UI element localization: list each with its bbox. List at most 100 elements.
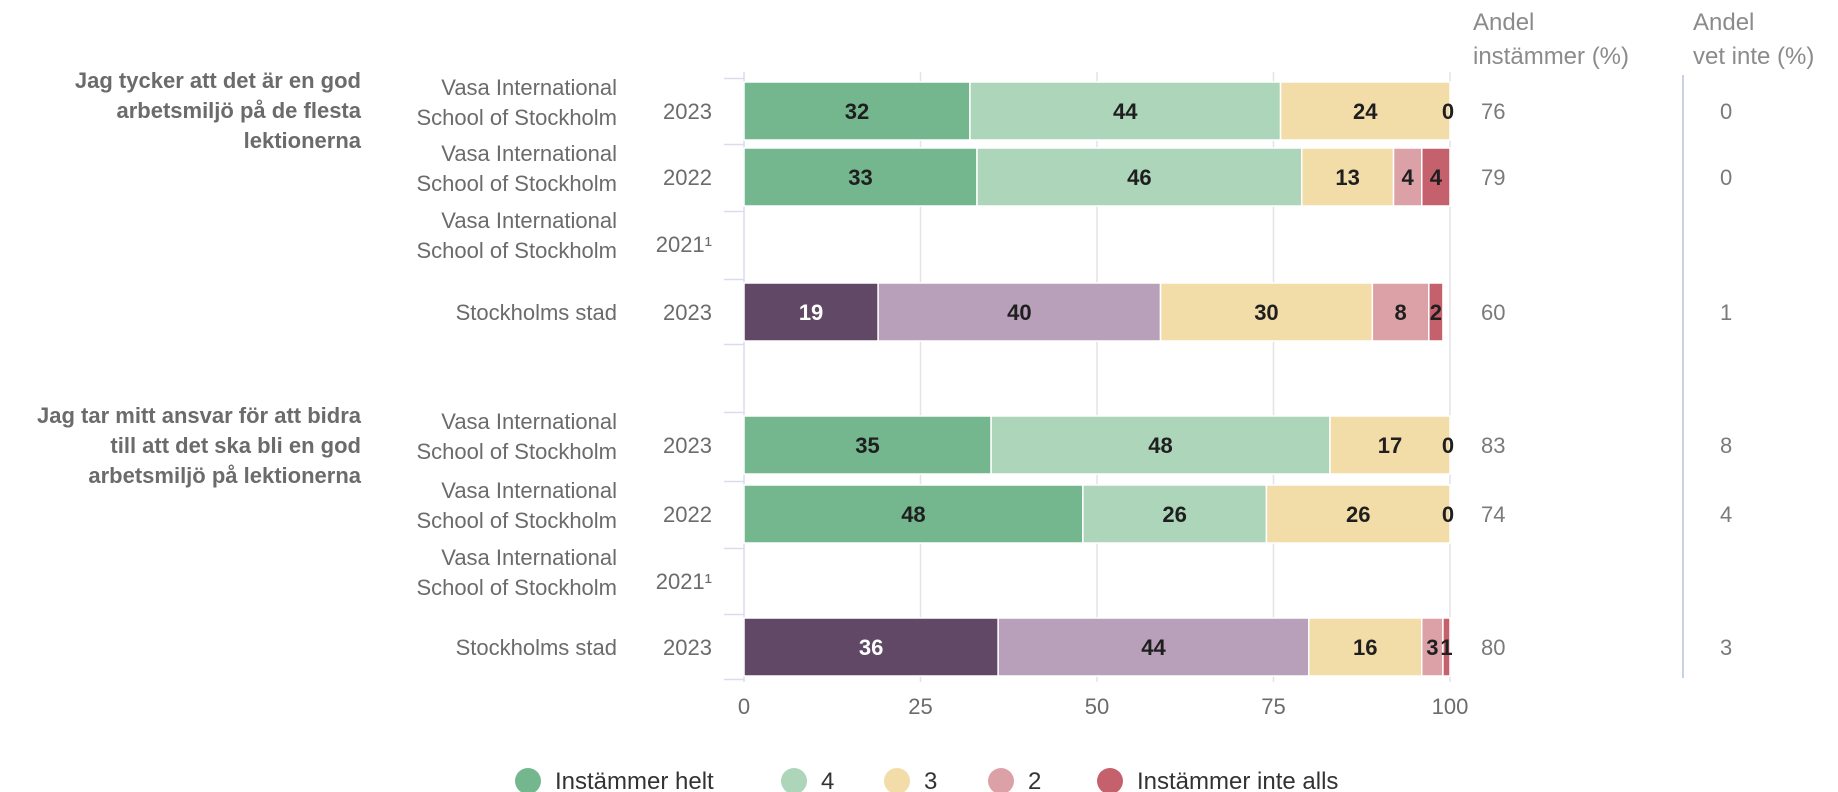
unit-label: School of Stockholm — [416, 575, 617, 600]
legend-label: 3 — [924, 768, 937, 792]
data-label: 46 — [1127, 165, 1151, 190]
unit-label: Vasa International — [441, 141, 617, 166]
year-label: 2023 — [663, 99, 712, 124]
header-andel-instammer: Andel — [1473, 9, 1534, 36]
unit-label: Stockholms stad — [456, 635, 617, 660]
year-label: 2022 — [663, 502, 712, 527]
data-label: 3 — [1426, 635, 1438, 660]
year-label: 2021¹ — [656, 569, 712, 594]
andel-instammer-value: 83 — [1481, 433, 1505, 458]
unit-label: Vasa International — [441, 75, 617, 100]
unit-label: School of Stockholm — [416, 439, 617, 464]
data-label: 40 — [1007, 300, 1031, 325]
legend-label: Instämmer inte alls — [1137, 768, 1338, 792]
question-label: lektionerna — [244, 128, 362, 153]
data-label: 26 — [1346, 502, 1370, 527]
data-label: 44 — [1141, 635, 1166, 660]
andel-instammer-value: 79 — [1481, 165, 1505, 190]
unit-label: Vasa International — [441, 478, 617, 503]
year-label: 2021¹ — [656, 232, 712, 257]
unit-label: Vasa International — [441, 545, 617, 570]
legend-swatch — [884, 768, 910, 792]
legend-swatch — [1097, 768, 1123, 792]
unit-label: School of Stockholm — [416, 508, 617, 533]
andel-vet-inte-value: 0 — [1720, 99, 1732, 124]
data-label: 36 — [859, 635, 883, 660]
bar-segment — [1442, 617, 1451, 677]
bar-segment — [743, 147, 978, 207]
bar-segment — [1329, 415, 1451, 475]
x-tick-label: 50 — [1085, 694, 1109, 719]
unit-label: School of Stockholm — [416, 171, 617, 196]
bar-segment — [976, 147, 1303, 207]
question-label: arbetsmiljö på lektionerna — [88, 463, 361, 488]
data-label: 48 — [1148, 433, 1172, 458]
bar-segment — [1428, 282, 1444, 342]
andel-instammer-value: 74 — [1481, 502, 1505, 527]
data-label: 32 — [845, 99, 869, 124]
bar-segment — [1371, 282, 1430, 342]
data-label: 8 — [1394, 300, 1406, 325]
legend-swatch — [781, 768, 807, 792]
year-label: 2023 — [663, 433, 712, 458]
bar-segment — [997, 617, 1310, 677]
data-label: 16 — [1353, 635, 1377, 660]
data-label: 30 — [1254, 300, 1278, 325]
year-label: 2022 — [663, 165, 712, 190]
legend-swatch — [988, 768, 1014, 792]
data-label: 33 — [848, 165, 872, 190]
bar-segment — [1300, 147, 1395, 207]
legend-label: 2 — [1028, 768, 1041, 792]
legend-label: 4 — [821, 768, 834, 792]
x-tick-label: 75 — [1261, 694, 1285, 719]
bar-segment — [1279, 81, 1451, 141]
header-andel-vet-inte: Andel — [1693, 9, 1754, 36]
data-label: 2 — [1430, 300, 1442, 325]
question-label: till att det ska bli en god — [110, 433, 361, 458]
data-label: 4 — [1430, 165, 1443, 190]
andel-vet-inte-value: 8 — [1720, 433, 1732, 458]
bar-segment — [877, 282, 1162, 342]
bar-segment — [1265, 484, 1451, 544]
andel-instammer-value: 76 — [1481, 99, 1505, 124]
header-andel-vet-inte: vet inte (%) — [1693, 43, 1814, 70]
data-label: 24 — [1353, 99, 1378, 124]
x-tick-label: 0 — [738, 694, 750, 719]
data-label: 26 — [1162, 502, 1186, 527]
data-label: 48 — [901, 502, 925, 527]
data-label: 0 — [1442, 433, 1454, 458]
question-label: arbetsmiljö på de flesta — [116, 98, 361, 123]
bar-segment — [1159, 282, 1374, 342]
header-andel-instammer: instämmer (%) — [1473, 43, 1629, 70]
data-label: 4 — [1402, 165, 1415, 190]
bar-segment — [743, 282, 879, 342]
year-label: 2023 — [663, 300, 712, 325]
data-label: 1 — [1440, 635, 1452, 660]
x-tick-label: 25 — [908, 694, 932, 719]
data-label: 0 — [1442, 502, 1454, 527]
unit-label: School of Stockholm — [416, 105, 617, 130]
data-label: 35 — [855, 433, 879, 458]
data-label: 17 — [1378, 433, 1402, 458]
bar-segment — [743, 81, 971, 141]
data-label: 44 — [1113, 99, 1138, 124]
unit-label: School of Stockholm — [416, 238, 617, 263]
unit-label: Vasa International — [441, 409, 617, 434]
andel-vet-inte-value: 0 — [1720, 165, 1732, 190]
data-label: 19 — [799, 300, 823, 325]
legend-swatch — [515, 768, 541, 792]
question-label: Jag tycker att det är en god — [75, 68, 361, 93]
bar-segment — [1392, 147, 1423, 207]
andel-vet-inte-value: 4 — [1720, 502, 1732, 527]
data-label: 13 — [1335, 165, 1359, 190]
andel-vet-inte-value: 1 — [1720, 300, 1732, 325]
data-label: 0 — [1442, 99, 1454, 124]
year-label: 2023 — [663, 635, 712, 660]
bar-segment — [1421, 147, 1451, 207]
x-tick-label: 100 — [1432, 694, 1469, 719]
bar-segment — [990, 415, 1331, 475]
legend-label: Instämmer helt — [555, 768, 714, 792]
question-label: Jag tar mitt ansvar för att bidra — [37, 403, 362, 428]
